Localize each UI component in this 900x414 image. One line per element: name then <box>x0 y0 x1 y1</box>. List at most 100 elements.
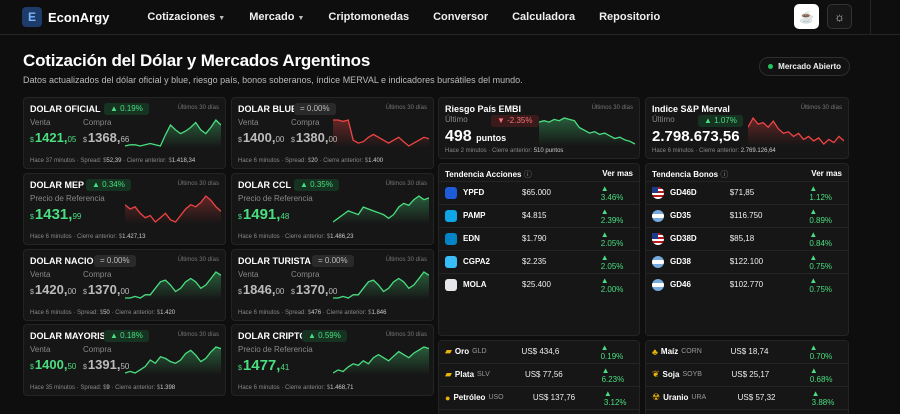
table-row[interactable]: PAMP $4.815 ▲ 2.39% <box>439 204 639 226</box>
price: US$ 77,56 <box>524 370 563 379</box>
corn-icon: ♣ <box>652 346 658 357</box>
nav-link-cotizaciones[interactable]: Cotizaciones ▼ <box>147 11 225 23</box>
sparkline-area <box>333 196 429 224</box>
card-footer: Hace 6 minutos · Spread: $20 · Cierre an… <box>238 158 384 164</box>
compra-label: Compra <box>83 270 112 279</box>
price: $85,18 <box>729 234 755 243</box>
change-value: 1.07% <box>714 116 737 125</box>
spread-value: 20 <box>311 158 318 164</box>
ver-mas-link[interactable]: Ver mas <box>602 169 633 178</box>
sparkline-chart <box>125 118 221 148</box>
currency-symbol: $ <box>364 158 369 164</box>
value-decimals: 00 <box>328 135 338 144</box>
dollar-card-dolar-mep[interactable]: DOLAR MEP ▲ 0.34% Últimos 30 días Precio de… <box>23 173 226 245</box>
currency-symbol: $ <box>30 289 34 296</box>
currency-symbol: $ <box>238 137 242 144</box>
venta-label: Venta <box>30 345 51 354</box>
top-navbar: E EconArgy Cotizaciones ▼ Mercado ▼ Criptomo… <box>0 0 900 35</box>
prev-label: Cierre anterior: <box>323 158 364 164</box>
commodity-row[interactable]: ☢ Uranio URA US$ 57,32 ▲ 3.88% <box>646 386 848 408</box>
sun-icon[interactable]: ☼ <box>827 4 852 29</box>
table-row[interactable]: GD46D $71,85 ▲ 1.12% <box>646 181 848 203</box>
prev-label: Cierre anterior: <box>699 148 740 154</box>
change-badge: ▲ 0.35% <box>294 179 339 191</box>
nav-link-calculadora[interactable]: Calculadora <box>512 11 575 23</box>
nav-link-repositorio[interactable]: Repositorio <box>599 11 660 23</box>
prev-label: Cierre anterior: <box>115 310 156 316</box>
card-footer: Hace 35 minutos · Spread: $9 · Cierre an… <box>30 385 176 391</box>
card-title: DOLAR OFICIAL <box>30 104 101 114</box>
coffee-icon[interactable]: ☕ <box>794 4 819 29</box>
nav-label: Repositorio <box>599 11 661 23</box>
table-row[interactable]: GD35 $116.750 ▲ 0.89% <box>646 204 848 226</box>
table-row[interactable]: MOLA $25.400 ▲ 2.00% <box>439 273 639 295</box>
table-row[interactable]: GD38 $122.100 ▲ 0.75% <box>646 250 848 272</box>
sparkline-line <box>539 117 635 145</box>
sparkline-line <box>333 119 429 147</box>
merval-card[interactable]: Indice S&P Merval Últimos 30 días Último… <box>645 97 849 159</box>
card-footer: Hace 2 minutos · Cierre anterior: 510 pu… <box>445 148 564 154</box>
commodity-row[interactable]: ● Petróleo USO US$ 137,76 ▲ 3.12% <box>439 386 639 408</box>
price: US$ 25,17 <box>731 370 770 379</box>
change-value: 0.00% <box>324 256 348 265</box>
nav-link-criptomonedas[interactable]: Criptomonedas <box>328 11 409 23</box>
nav-link-conversor[interactable]: Conversor <box>433 11 488 23</box>
nav-link-mercado[interactable]: Mercado ▼ <box>249 11 304 23</box>
nav-label: Cotizaciones <box>147 11 216 23</box>
dollar-card-dolar-ccl[interactable]: DOLAR CCL ▲ 0.35% Últimos 30 días Precio de… <box>231 173 434 245</box>
commodity-row[interactable]: ❦ Soja SOYB US$ 25,17 ▲ 0.68% <box>646 363 848 385</box>
table-row[interactable]: YPFD $65.000 ▲ 3.46% <box>439 181 639 203</box>
dollar-card-dolar-cripto[interactable]: DOLAR CRIPTO ▲ 0.59% Últimos 30 días Precio… <box>231 324 434 396</box>
riesgo-sparkline <box>539 117 635 146</box>
range-label: Últimos 30 días <box>177 257 219 263</box>
value-decimals: 66 <box>120 135 130 144</box>
compra-value: $1391,50 <box>83 357 130 372</box>
currency-symbol: $ <box>83 137 87 144</box>
value-integer: 1391 <box>87 357 117 372</box>
dollar-card-dolar-oficial[interactable]: DOLAR OFICIAL ▲ 0.19% Últimos 30 días Venta… <box>23 97 226 169</box>
info-icon[interactable]: ⓘ <box>523 170 532 179</box>
argentina-flag-icon <box>652 209 664 222</box>
brand-logo[interactable]: E EconArgy <box>22 7 109 27</box>
reference-label: Precio de Referencia <box>30 194 105 203</box>
company-logo-icon <box>445 186 457 199</box>
price: US$ 18,74 <box>730 347 769 356</box>
nav-label: Calculadora <box>512 11 576 23</box>
commodity-row[interactable]: ▰ Oro GLD US$ 434,6 ▲ 0.19% <box>439 340 639 362</box>
change: ▲ 3.94% <box>812 412 842 414</box>
commodity-row[interactable]: ♣ Maíz CORN US$ 18,74 ▲ 0.70% <box>646 340 848 362</box>
riesgo-number: 498 <box>445 128 472 145</box>
dollar-card-dolar-turista[interactable]: DOLAR TURISTA = 0.00% Últimos 30 días Venta… <box>231 249 434 321</box>
sparkline-area <box>748 118 844 146</box>
sparkline-line <box>125 118 221 147</box>
market-status-badge[interactable]: Mercado Abierto <box>759 57 850 76</box>
currency-symbol: $ <box>307 158 312 164</box>
company-logo-icon <box>445 278 457 291</box>
commodity-row[interactable]: ✿TrigoWEATUS$ 23,87▲ 1.96% <box>439 409 639 414</box>
dollar-card-dolar-mayorista[interactable]: DOLAR MAYORISTA ▲ 0.18% Últimos 30 días Ven… <box>23 324 226 396</box>
value-integer: 1431 <box>34 206 69 223</box>
sparkline-chart <box>333 346 429 375</box>
table-row[interactable]: CGPA2 $2.235 ▲ 2.05% <box>439 250 639 272</box>
merval-sparkline <box>748 116 844 146</box>
dollar-card-dolar-blue[interactable]: DOLAR BLUE = 0.00% Últimos 30 días Venta Com… <box>231 97 434 169</box>
range-label: Últimos 30 días <box>591 105 633 111</box>
reference-value: $1491,48 <box>238 206 290 223</box>
dollar-card-dolar-nacion[interactable]: DOLAR NACION = 0.00% Últimos 30 días Venta C… <box>23 249 226 321</box>
value-integer: 1380 <box>295 130 325 145</box>
table-row[interactable]: GD46 $102.770 ▲ 0.75% <box>646 273 848 295</box>
commodity-name: Maíz <box>660 347 679 356</box>
currency-symbol: $ <box>83 289 87 296</box>
change: ▲ 1.96% <box>602 412 633 414</box>
riesgo-pais-card[interactable]: Riesgo País EMBI Últimos 30 días Último … <box>438 97 640 159</box>
info-icon[interactable]: ⓘ <box>720 170 729 179</box>
commodity-row[interactable]: ▰ Plata SLV US$ 77,56 ▲ 6.23% <box>439 363 639 385</box>
value-integer: 1368 <box>87 130 117 145</box>
table-row[interactable]: EDN $1.790 ▲ 2.05% <box>439 227 639 249</box>
table-row[interactable]: GD38D $85,18 ▲ 0.84% <box>646 227 848 249</box>
commodity-row[interactable]: ▰PlatinoPPLTUS$ 193,34▲ 3.94% <box>646 409 848 414</box>
currency-symbol: $ <box>326 385 331 391</box>
commodity-name: Oro <box>454 347 470 356</box>
acciones-table: Tendencia Acciones ⓘ Ver mas YPFD $65.000… <box>438 163 640 336</box>
ver-mas-link[interactable]: Ver mas <box>811 169 842 178</box>
